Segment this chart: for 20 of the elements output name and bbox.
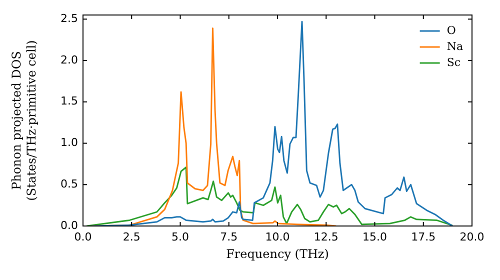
x-tick-label: 5.0 bbox=[172, 230, 189, 244]
legend-label: Na bbox=[446, 40, 464, 53]
y-axis-title: Phonon projected DOS (States/THz·primitive cell) bbox=[10, 40, 39, 201]
y-tick-label: 2.5 bbox=[60, 12, 78, 25]
x-tick-label: 17.5 bbox=[411, 230, 436, 244]
legend-label: O bbox=[446, 24, 456, 37]
x-tick-label: 2.5 bbox=[122, 230, 140, 244]
y-tick-label: 0.0 bbox=[60, 218, 78, 232]
x-tick-label: 12.5 bbox=[314, 230, 338, 244]
y-tick-label: 1.5 bbox=[60, 94, 78, 108]
y-tick-label: 1.0 bbox=[60, 136, 78, 150]
x-tick-label: 7.5 bbox=[220, 230, 238, 244]
x-axis-title: Frequency (THz) bbox=[226, 246, 329, 261]
x-tick-label: 15.0 bbox=[362, 230, 387, 244]
legend-label: Sc bbox=[446, 56, 461, 69]
x-tick-label: 0.0 bbox=[74, 230, 92, 244]
x-tick-label: 10.0 bbox=[265, 230, 290, 244]
y-tick-label: 0.5 bbox=[60, 177, 78, 190]
x-tick-label: 20.0 bbox=[460, 230, 484, 244]
y-tick-label: 2.0 bbox=[60, 53, 78, 66]
